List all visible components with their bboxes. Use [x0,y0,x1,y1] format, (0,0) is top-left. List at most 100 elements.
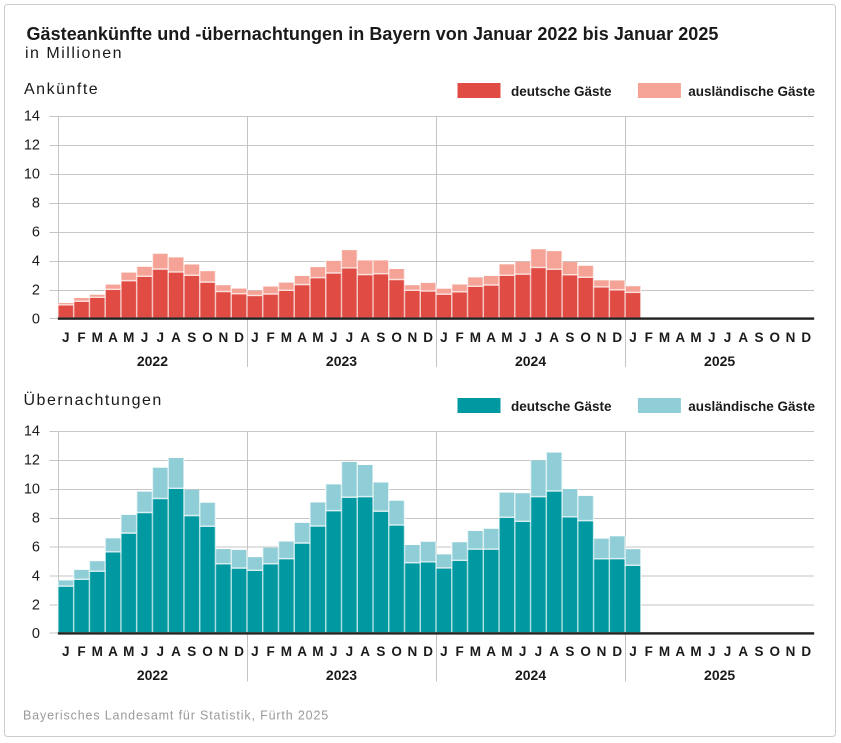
svg-text:deutsche Gäste: deutsche Gäste [511,84,612,99]
svg-text:M: M [312,330,323,345]
svg-text:A: A [360,644,370,659]
svg-text:2025: 2025 [704,353,735,369]
svg-text:J: J [440,330,448,345]
svg-text:S: S [754,330,763,345]
svg-text:M: M [501,644,512,659]
svg-text:S: S [565,330,574,345]
svg-text:M: M [92,330,103,345]
svg-text:A: A [108,330,118,345]
svg-text:O: O [391,644,402,659]
svg-text:O: O [769,644,780,659]
svg-text:N: N [408,644,418,659]
svg-text:F: F [266,330,274,345]
svg-text:12: 12 [24,453,40,469]
svg-text:M: M [123,644,134,659]
svg-text:J: J [708,330,716,345]
svg-text:2024: 2024 [515,353,546,369]
svg-text:M: M [659,644,670,659]
svg-text:N: N [786,330,796,345]
svg-text:A: A [549,330,559,345]
svg-text:D: D [423,644,433,659]
svg-text:S: S [565,644,574,659]
svg-text:D: D [234,330,244,345]
svg-text:14: 14 [24,109,40,125]
svg-text:A: A [297,644,307,659]
svg-text:J: J [629,644,637,659]
svg-text:A: A [360,330,370,345]
svg-text:2: 2 [32,597,40,613]
svg-text:J: J [724,330,732,345]
svg-text:J: J [440,644,448,659]
svg-text:M: M [123,330,134,345]
svg-text:J: J [629,330,637,345]
svg-text:J: J [62,644,70,659]
svg-text:J: J [346,644,354,659]
svg-text:N: N [408,330,418,345]
svg-text:D: D [612,644,622,659]
svg-text:J: J [251,644,259,659]
svg-text:deutsche Gäste: deutsche Gäste [511,399,612,414]
svg-text:Übernachtungen: Übernachtungen [24,391,163,409]
svg-text:F: F [645,644,653,659]
svg-text:J: J [157,330,165,345]
svg-text:J: J [535,330,543,345]
svg-text:J: J [141,644,149,659]
svg-text:2024: 2024 [515,667,546,683]
svg-text:D: D [801,330,811,345]
svg-text:N: N [786,644,796,659]
svg-text:Ankünfte: Ankünfte [24,81,99,98]
svg-text:D: D [234,644,244,659]
svg-text:Gästeankünfte und -übernachtun: Gästeankünfte und -übernachtungen in Bay… [27,24,719,44]
svg-text:in Millionen: in Millionen [25,45,123,62]
svg-text:10: 10 [24,482,40,498]
svg-text:A: A [738,644,748,659]
svg-text:S: S [187,644,196,659]
svg-text:J: J [724,644,732,659]
svg-text:2: 2 [32,283,40,299]
svg-text:10: 10 [24,167,40,183]
svg-text:6: 6 [32,539,40,555]
svg-text:A: A [486,644,496,659]
svg-text:A: A [486,330,496,345]
svg-text:8: 8 [32,196,40,212]
svg-text:J: J [708,644,716,659]
svg-text:ausländische Gäste: ausländische Gäste [688,84,815,99]
svg-text:J: J [535,644,543,659]
svg-text:D: D [612,330,622,345]
svg-text:M: M [659,330,670,345]
svg-text:J: J [519,330,527,345]
svg-text:M: M [470,330,481,345]
svg-text:F: F [456,644,464,659]
svg-text:O: O [202,644,213,659]
svg-text:S: S [754,644,763,659]
svg-text:O: O [769,330,780,345]
svg-text:O: O [580,644,591,659]
svg-text:A: A [297,330,307,345]
svg-text:A: A [171,330,181,345]
svg-text:F: F [645,330,653,345]
svg-text:M: M [690,644,701,659]
svg-text:M: M [312,644,323,659]
svg-text:N: N [218,330,228,345]
svg-text:14: 14 [24,424,40,440]
svg-text:2022: 2022 [137,667,168,683]
svg-text:D: D [423,330,433,345]
svg-text:J: J [346,330,354,345]
svg-text:A: A [675,644,685,659]
svg-text:O: O [391,330,402,345]
svg-text:M: M [501,330,512,345]
svg-text:O: O [580,330,591,345]
svg-text:A: A [675,330,685,345]
svg-text:M: M [690,330,701,345]
svg-text:O: O [202,330,213,345]
svg-text:A: A [171,644,181,659]
svg-text:A: A [108,644,118,659]
svg-text:F: F [77,330,85,345]
svg-text:0: 0 [32,626,40,642]
svg-text:8: 8 [32,510,40,526]
svg-text:12: 12 [24,138,40,154]
svg-text:ausländische Gäste: ausländische Gäste [688,399,815,414]
svg-text:J: J [251,330,259,345]
svg-text:J: J [141,330,149,345]
svg-text:J: J [330,330,338,345]
